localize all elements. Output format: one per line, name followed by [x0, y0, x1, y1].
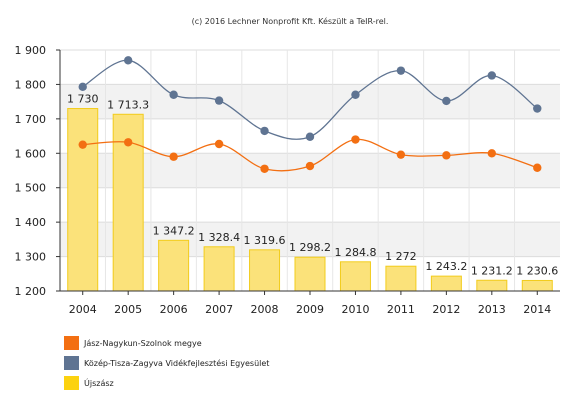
line-point	[214, 139, 224, 149]
bar	[249, 249, 281, 292]
x-tick-label: 2005	[114, 303, 142, 316]
legend-item-ktzv[interactable]: Közép-Tisza-Zagyva Vidékfejlesztési Egye…	[64, 353, 269, 373]
x-tick-label: 2007	[205, 303, 233, 316]
line-point	[169, 90, 178, 99]
line-point	[487, 71, 497, 80]
x-tick-label: 2006	[160, 303, 188, 316]
x-tick-label: 2013	[478, 303, 506, 316]
grid-band	[60, 84, 560, 119]
line-point	[260, 164, 269, 173]
y-tick-label: 1 500	[15, 182, 47, 195]
bar	[203, 246, 235, 292]
x-tick-label: 2011	[387, 303, 415, 316]
bar	[67, 108, 99, 292]
bar-data-label: 1 713.3	[107, 98, 149, 111]
line-point	[123, 138, 133, 147]
x-tick-label: 2014	[523, 303, 551, 316]
grid-band	[60, 50, 560, 85]
line-point	[78, 82, 87, 92]
y-tick-label: 1 300	[15, 251, 47, 264]
y-tick-label: 1 700	[15, 113, 47, 126]
line-point	[487, 149, 497, 158]
legend: Jász-Nagykun-Szolnok megye Közép-Tisza-Z…	[64, 333, 269, 393]
y-tick-label: 1 600	[15, 147, 47, 160]
line-point	[305, 161, 315, 171]
y-tick-label: 1 200	[15, 285, 47, 298]
legend-label-ktzv: Közép-Tisza-Zagyva Vidékfejlesztési Egye…	[84, 358, 270, 368]
line-point	[123, 56, 133, 65]
legend-label-jnsz: Jász-Nagykun-Szolnok megye	[84, 338, 202, 348]
bar	[294, 256, 326, 292]
bar-data-label: 1 284.8	[334, 246, 376, 259]
x-tick-label: 2012	[432, 303, 460, 316]
bar	[385, 265, 417, 292]
x-tick-label: 2009	[296, 303, 324, 316]
bar-data-label: 1 347.2	[153, 224, 195, 237]
y-tick-label: 1 800	[15, 78, 47, 91]
legend-swatch-ujszasz	[64, 376, 79, 390]
line-point	[442, 96, 451, 106]
x-tick-label: 2008	[251, 303, 279, 316]
x-tick-label: 2010	[341, 303, 369, 316]
legend-swatch-jnsz	[64, 336, 79, 350]
x-tick-label: 2004	[69, 303, 97, 316]
line-point	[396, 150, 406, 159]
line-point	[533, 163, 542, 172]
bar-data-label: 1 328.4	[198, 231, 240, 244]
legend-swatch-ktzv	[64, 356, 79, 370]
bar	[521, 279, 553, 292]
bar-data-label: 1 319.6	[244, 234, 286, 247]
bar	[430, 275, 462, 292]
axes: 1 200 1 300 1 400 1 500 1 600 1 700 1 800 1 900…	[15, 44, 560, 316]
bar	[476, 279, 508, 292]
y-tick-label: 1 900	[15, 44, 47, 57]
legend-item-jnsz[interactable]: Jász-Nagykun-Szolnok megye	[64, 333, 269, 353]
y-tick-label: 1 400	[15, 216, 47, 229]
line-point	[396, 66, 406, 75]
source-note: (c) 2016 Lechner Nonprofit Kft. Készült …	[192, 16, 389, 26]
bar-labels: 1 730 1 713.3 1 347.2 1 328.4 1 319.61 298.2…	[67, 93, 558, 278]
bar	[339, 261, 371, 292]
bar-data-label: 1 730	[67, 93, 99, 106]
line-point	[78, 140, 87, 149]
legend-item-ujszasz[interactable]: Újszász	[64, 373, 269, 393]
line-point	[442, 151, 451, 160]
bar-data-label: 1 298.2	[289, 241, 331, 254]
bar	[158, 239, 190, 292]
line-point	[351, 135, 360, 144]
bar-data-label: 1 231.2	[471, 264, 513, 277]
bar-data-label: 1 243.2	[425, 260, 467, 273]
line-point	[351, 90, 360, 99]
line-point	[169, 152, 178, 161]
line-point	[214, 96, 224, 105]
line-point	[305, 132, 315, 141]
line-series	[78, 56, 542, 173]
bar-data-label: 1 230.6	[516, 264, 558, 277]
bar-data-label: 1 272	[385, 250, 417, 263]
line-point	[260, 126, 269, 136]
legend-label-ujszasz: Újszász	[84, 378, 114, 388]
line-point	[533, 104, 542, 113]
